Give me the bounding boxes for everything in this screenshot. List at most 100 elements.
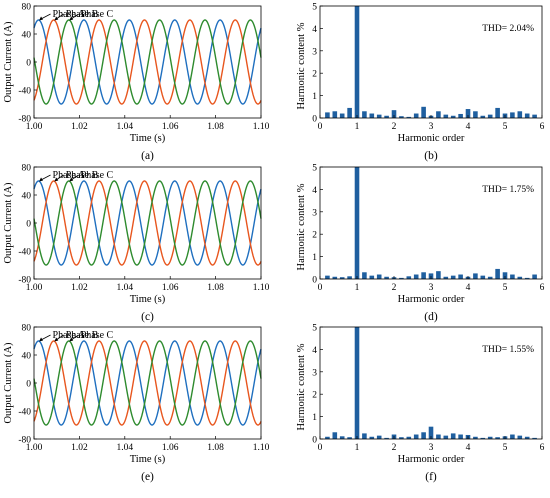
bar [524, 436, 530, 439]
y-axis-label: Harmonic content % [296, 22, 307, 109]
y-tick-label: 40 [22, 31, 32, 41]
bar [450, 115, 456, 118]
bar [332, 276, 338, 279]
legend-label-phase-a: Phase A [53, 9, 86, 20]
y-tick-label: 4 [312, 346, 317, 356]
bar [406, 436, 412, 439]
bar [443, 435, 449, 439]
callout-arrowhead [39, 337, 44, 342]
y-tick-label: -40 [18, 87, 31, 97]
bar [465, 109, 471, 118]
y-tick-label: 1 [312, 253, 317, 263]
bar [369, 113, 375, 118]
x-tick-label: 5 [503, 283, 508, 293]
bar [399, 437, 404, 439]
x-tick-label: 1.10 [253, 122, 270, 132]
bar [487, 114, 493, 118]
x-tick-label: 1.10 [253, 283, 270, 293]
series-line-phase-b [33, 340, 262, 426]
panel-label: (a) [141, 150, 154, 162]
x-tick-label: 0 [318, 443, 323, 453]
bar [517, 276, 523, 279]
bar [421, 106, 426, 118]
x-tick-label: 1.00 [26, 283, 43, 293]
bar [443, 114, 449, 118]
bar [332, 432, 338, 439]
bar [524, 113, 530, 118]
x-tick-label: 3 [429, 443, 434, 453]
bar [473, 111, 478, 118]
x-tick-label: 1.06 [162, 283, 179, 293]
bar [473, 436, 478, 439]
y-tick-label: 3 [312, 47, 317, 57]
bar [347, 276, 352, 279]
legend-label-phase-b: Phase B [66, 330, 99, 341]
bar [391, 110, 397, 118]
y-tick-label: -40 [18, 408, 31, 418]
y-tick-label: 40 [22, 352, 32, 362]
y-tick-label: 0 [312, 436, 317, 446]
legend-label-phase-a: Phase A [53, 170, 86, 181]
x-axis-label: Harmonic order [398, 294, 465, 305]
bar [376, 435, 382, 439]
bar [517, 111, 523, 118]
bar [384, 276, 389, 279]
x-tick-label: 1.06 [162, 443, 179, 453]
y-tick-label: 0 [312, 115, 317, 125]
callout-arrowhead [39, 16, 44, 21]
x-tick-label: 5 [503, 443, 508, 453]
bar [406, 276, 412, 279]
series-line-phase-c [33, 340, 262, 426]
x-tick-label: 2 [392, 443, 397, 453]
bar [347, 107, 352, 118]
bar [354, 327, 360, 439]
y-tick-label: 0 [26, 380, 31, 390]
x-tick-label: 0 [318, 122, 323, 132]
plot-frame [319, 166, 543, 280]
chart-panel-a: 1.00 1.02 1.04 1.06 1.08 1.10 -80 -40 0 40 80 Time … [3, 3, 270, 163]
y-tick-label: 3 [312, 368, 317, 378]
x-tick-label: 1.08 [207, 283, 224, 293]
x-tick-label: 6 [540, 283, 545, 293]
callout-arrowhead [54, 16, 59, 21]
bar [406, 116, 412, 118]
bar [421, 272, 426, 279]
bar [339, 277, 345, 279]
bar [480, 115, 486, 118]
plot-frame [319, 326, 543, 440]
x-tick-label: 3 [429, 283, 434, 293]
chart-panel-b: 0 1 2 3 4 5 6 0 1 2 3 4 5 Harmonic order Harmonic cont… [296, 3, 545, 163]
y-tick-label: 80 [22, 164, 32, 174]
y-tick-label: 1 [312, 92, 317, 102]
y-tick-label: -80 [18, 115, 31, 125]
bar [354, 167, 360, 279]
y-tick-label: -80 [18, 276, 31, 286]
bar [532, 274, 537, 279]
bar [510, 112, 515, 118]
y-tick-label: 0 [26, 220, 31, 230]
x-tick-label: 4 [466, 122, 471, 132]
bar [458, 274, 463, 279]
bar [517, 435, 523, 439]
thd-annotation: THD= 2.04% [482, 24, 534, 34]
bar [421, 432, 426, 439]
bar [458, 113, 463, 118]
y-tick-label: 0 [312, 276, 317, 286]
x-tick-label: 1.04 [116, 443, 133, 453]
x-tick-label: 1.02 [71, 122, 88, 132]
bar [399, 277, 404, 279]
bar [325, 275, 330, 279]
x-tick-label: 1.04 [116, 122, 133, 132]
x-tick-label: 3 [429, 122, 434, 132]
x-tick-label: 4 [466, 283, 471, 293]
bar [532, 437, 537, 439]
bar [495, 268, 500, 279]
x-tick-label: 2 [392, 283, 397, 293]
bar [369, 275, 375, 279]
y-tick-label: -80 [18, 436, 31, 446]
x-tick-label: 1.00 [26, 443, 43, 453]
x-tick-label: 1.08 [207, 122, 224, 132]
y-axis-label: Output Current (A) [3, 342, 14, 424]
bar [458, 434, 463, 439]
y-tick-label: -40 [18, 248, 31, 258]
